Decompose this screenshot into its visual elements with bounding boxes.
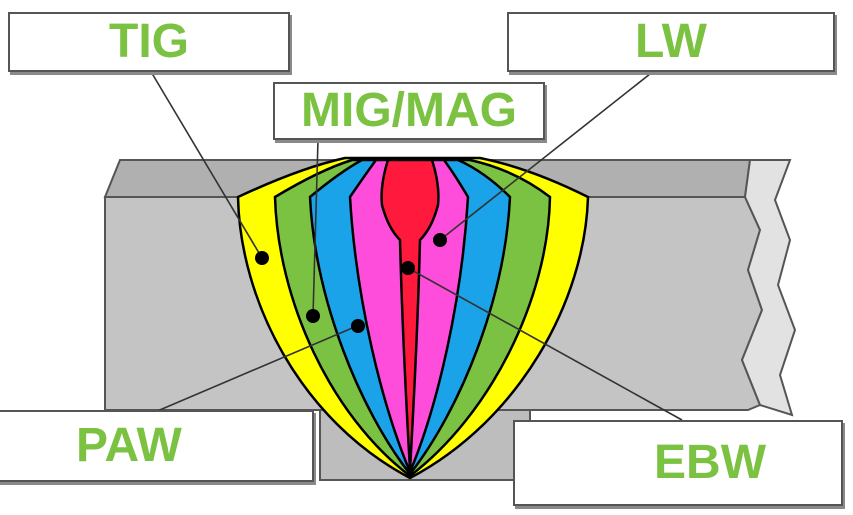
workpiece-torn-edge — [740, 159, 797, 417]
marker-dots — [255, 233, 447, 333]
ebw-marker-dot — [401, 261, 415, 275]
lw-leader-line — [439, 69, 656, 241]
tig-marker-dot — [255, 251, 269, 265]
paw-marker-dot — [351, 319, 365, 333]
mig-mag-leader-line — [312, 139, 319, 317]
mig-mag-label-box: MIG/MAG — [273, 82, 545, 140]
lw-label-box: LW — [507, 12, 835, 72]
lw-label: LW — [635, 15, 707, 68]
tig-label: TIG — [109, 15, 189, 68]
paw-leader-line — [154, 325, 358, 413]
leader-lines — [149, 69, 683, 421]
ebw-leader-line — [407, 267, 683, 421]
mig-mag-label: MIG/MAG — [301, 84, 517, 137]
mig-mag-marker-dot — [306, 309, 320, 323]
paw-label: PAW — [76, 419, 182, 472]
tig-label-box: TIG — [8, 12, 290, 72]
ebw-label-box: EBW — [513, 420, 843, 506]
ebw-label: EBW — [654, 436, 766, 489]
tig-leader-line — [149, 69, 263, 259]
ebw-zone — [380, 158, 440, 471]
lw-marker-dot — [433, 233, 447, 247]
paw-label-box: PAW — [0, 410, 314, 482]
